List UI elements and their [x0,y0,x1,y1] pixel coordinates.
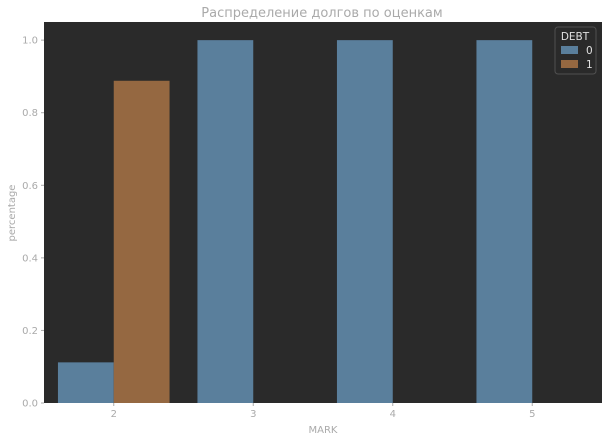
y-tick-label: 1.0 [22,36,38,47]
legend: DEBT 01 [554,26,597,75]
legend-title: DEBT [561,31,590,43]
bar-0-2 [57,362,114,403]
bars-group [57,40,533,403]
bar-0-3 [197,40,254,403]
x-tick-label: 3 [250,409,256,420]
y-axis: 0.0 0.2 0.4 0.6 0.8 1.0 [22,36,44,410]
x-tick-label: 5 [529,409,535,420]
x-tick-label: 4 [390,409,396,420]
y-tick-label: 0.8 [22,108,38,119]
x-tick-label: 2 [111,409,117,420]
legend-items: 01 [561,45,593,71]
bar-0-4 [336,40,393,403]
legend-label-1: 1 [586,59,593,71]
legend-label-0: 0 [586,45,593,57]
y-tick-label: 0.0 [22,399,38,410]
x-axis-label: MARK [309,425,338,436]
y-tick-label: 0.2 [22,326,38,337]
y-axis-label: percentage [7,185,18,242]
legend-swatch-1 [561,60,578,68]
legend-swatch-0 [561,46,578,54]
y-tick-label: 0.4 [22,253,38,264]
y-tick-label: 0.6 [22,181,38,192]
bar-1-2 [113,80,170,403]
bar-0-5 [476,40,533,403]
x-axis: 2 3 4 5 [111,403,535,420]
chart-title: Распределение долгов по оценкам [201,6,442,21]
